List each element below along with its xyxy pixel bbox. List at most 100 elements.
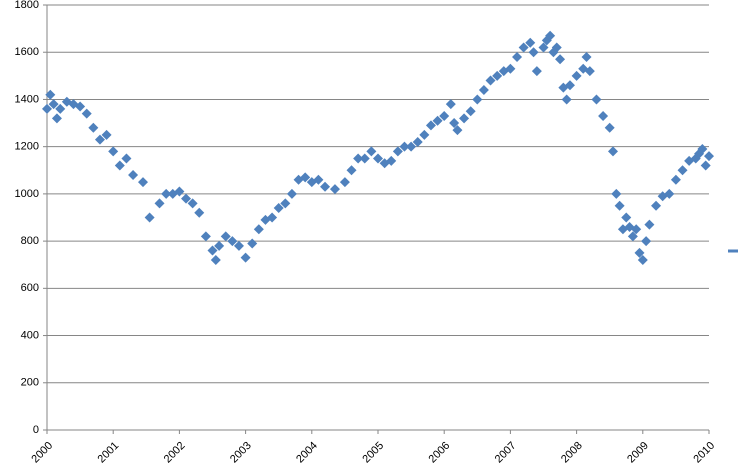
point: [181, 193, 192, 204]
point: [247, 238, 258, 249]
point: [280, 198, 291, 209]
y-tick-label: 200: [21, 377, 39, 389]
point: [200, 231, 211, 242]
point: [220, 231, 231, 242]
point: [538, 42, 549, 53]
y-tick-label: 1600: [15, 46, 39, 58]
point: [300, 172, 311, 183]
point: [700, 160, 711, 171]
point: [51, 113, 62, 124]
point: [346, 165, 357, 176]
point: [564, 80, 575, 91]
point: [621, 212, 632, 223]
point: [644, 219, 655, 230]
y-tick-label: 1200: [15, 141, 39, 153]
point: [459, 113, 470, 124]
point: [75, 101, 86, 112]
point: [286, 188, 297, 199]
point: [253, 224, 264, 235]
x-tick-label: 2006: [427, 440, 453, 466]
point: [187, 198, 198, 209]
x-tick-label: 2008: [559, 440, 585, 466]
x-tick-label: 2009: [625, 440, 651, 466]
point: [651, 200, 662, 211]
point: [392, 146, 403, 157]
point: [631, 224, 642, 235]
point: [108, 146, 119, 157]
point: [445, 99, 456, 110]
point: [551, 42, 562, 53]
point: [386, 155, 397, 166]
point: [373, 153, 383, 164]
point: [419, 129, 430, 140]
point: [614, 200, 625, 211]
point: [518, 42, 529, 53]
x-tick-label: 2001: [96, 440, 122, 466]
point: [233, 240, 244, 251]
point: [267, 212, 278, 223]
point: [528, 47, 539, 58]
point: [697, 144, 708, 155]
point: [425, 120, 436, 131]
point: [210, 255, 221, 265]
point: [320, 181, 331, 192]
point: [608, 146, 619, 157]
y-tick-label: 800: [21, 235, 39, 247]
point: [452, 125, 463, 136]
point: [81, 108, 92, 119]
point: [154, 198, 165, 209]
point: [207, 245, 218, 256]
point: [144, 212, 155, 223]
point: [478, 85, 489, 95]
point: [161, 188, 172, 199]
x-tick-label: 2000: [29, 440, 55, 466]
y-tick-label: 1400: [15, 93, 39, 105]
point: [677, 165, 688, 176]
point: [313, 174, 324, 185]
point: [174, 186, 185, 197]
x-tick-label: 2002: [162, 440, 188, 466]
x-tick-label: 2003: [228, 440, 254, 466]
point: [591, 94, 602, 105]
point: [704, 151, 714, 162]
point: [584, 66, 595, 77]
x-tick-label: 2004: [294, 440, 320, 466]
point: [214, 240, 225, 251]
point: [366, 146, 377, 157]
point: [227, 236, 238, 247]
point: [472, 94, 483, 105]
y-tick-label: 0: [33, 424, 39, 436]
point: [399, 141, 410, 152]
point: [88, 122, 99, 133]
point: [128, 170, 139, 180]
point: [339, 177, 350, 188]
point: [55, 103, 66, 114]
point: [48, 99, 59, 110]
point: [439, 110, 450, 121]
point: [555, 54, 566, 65]
point: [604, 122, 615, 133]
point: [137, 177, 148, 188]
point: [101, 129, 112, 140]
point: [114, 160, 125, 171]
point: [45, 89, 56, 100]
point: [240, 252, 251, 263]
point: [406, 141, 417, 152]
point: [545, 30, 556, 41]
point: [512, 51, 523, 62]
y-tick-label: 600: [21, 282, 39, 294]
x-tick-label: 2010: [691, 440, 717, 466]
point: [121, 153, 132, 164]
y-tick-label: 400: [21, 329, 39, 341]
point: [525, 37, 536, 48]
point: [42, 103, 52, 114]
point: [353, 153, 364, 164]
x-tick-label: 2005: [360, 440, 386, 466]
point: [505, 63, 516, 74]
point: [449, 118, 460, 129]
point: [94, 134, 105, 145]
point: [561, 94, 572, 105]
point: [359, 153, 370, 164]
point: [664, 188, 675, 199]
